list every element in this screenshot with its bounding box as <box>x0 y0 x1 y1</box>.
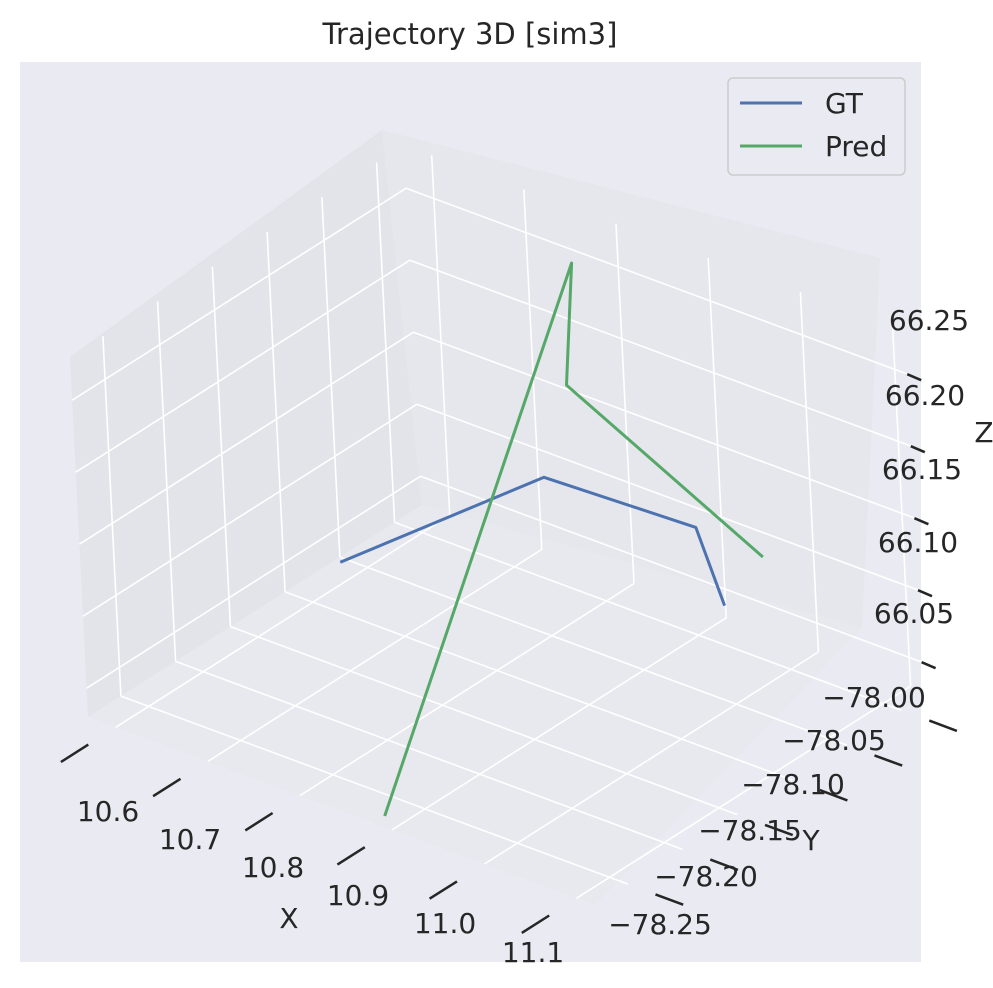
grid-line-z <box>420 475 928 665</box>
grid-line-y <box>102 336 122 697</box>
x-tick-mark <box>152 777 182 798</box>
grid-line-x <box>707 257 727 618</box>
grid-line-z <box>75 259 411 473</box>
z-tick-mark <box>913 517 929 526</box>
z-tick-mark <box>910 445 926 454</box>
grid-line-y <box>284 591 793 781</box>
y-tick-label: −78.15 <box>698 814 802 847</box>
y-tick-mark <box>764 823 794 837</box>
x-tick-mark <box>336 846 366 866</box>
grid-line-y <box>230 625 738 816</box>
grid-line-z <box>71 187 407 401</box>
y-tick-mark <box>874 754 903 767</box>
z-tick-label: 66.15 <box>882 453 962 486</box>
grid-line-z <box>82 403 418 617</box>
y-tick-mark <box>709 858 739 872</box>
grid-line-x <box>523 189 543 550</box>
series-line-gt <box>339 475 727 607</box>
y-tick-mark <box>819 788 848 802</box>
x-tick-mark <box>521 914 550 934</box>
y-tick-label: −78.00 <box>822 681 926 714</box>
x-tick-mark <box>60 743 89 764</box>
grid-line-y <box>375 162 396 523</box>
x-tick-label: 10.8 <box>242 851 304 884</box>
z-tick-label: 66.10 <box>878 526 958 559</box>
grid-line-z <box>416 403 925 593</box>
x-tick-label: 10.6 <box>77 795 139 828</box>
back-left-pane <box>70 130 422 717</box>
grid-line-y <box>321 197 341 558</box>
z-tick-mark <box>917 589 933 598</box>
z-tick-mark <box>921 661 937 670</box>
grid-line-z <box>86 475 422 689</box>
grid-line-x <box>430 155 451 516</box>
y-tick-mark <box>655 893 684 906</box>
z-tick-labels: 66.05 66.10 66.15 66.20 66.25 <box>874 304 969 630</box>
grid-line-y <box>394 521 902 712</box>
tick-marks <box>60 373 958 934</box>
grid-line-y <box>266 231 286 592</box>
grid-line-x <box>891 326 912 687</box>
grid-line-x <box>299 582 635 797</box>
z-tick-label: 66.25 <box>889 304 969 337</box>
grid-line-y <box>339 556 848 746</box>
y-tick-label: −78.25 <box>608 908 712 941</box>
x-tick-label: 10.9 <box>327 879 389 912</box>
y-tick-label: −78.05 <box>782 724 886 757</box>
grid-line-y <box>175 660 683 851</box>
grid-line-x <box>576 685 912 899</box>
legend-label-gt: GT <box>825 87 864 120</box>
grid-line-x <box>391 617 727 831</box>
chart-title: Trajectory 3D [sim3] <box>322 17 618 51</box>
grid-line-y <box>211 266 232 627</box>
y-tick-labels: −78.00 −78.05 −78.10 −78.15 −78.20 −78.2… <box>608 681 926 941</box>
grid-line-x <box>483 651 819 865</box>
z-tick-label: 66.05 <box>874 597 954 630</box>
z-tick-mark <box>906 373 922 382</box>
y-tick-mark <box>928 719 958 733</box>
y-tick-label: −78.20 <box>654 860 758 893</box>
z-tick-label: 66.20 <box>885 379 965 412</box>
grid-line-z <box>413 331 921 521</box>
x-tick-label: 11.0 <box>414 907 476 940</box>
series-line-pred <box>383 261 764 817</box>
y-axis-label: Y <box>801 824 820 857</box>
y-tick-label: −78.10 <box>741 768 845 801</box>
x-tick-mark <box>244 811 274 832</box>
grid-line-z <box>409 259 918 449</box>
floor-pane <box>88 505 862 905</box>
grid-line-z <box>405 187 914 377</box>
grid-line-x <box>207 548 543 763</box>
grid-lines <box>71 155 928 899</box>
grid-line-y <box>156 301 177 662</box>
grid-line-y <box>120 695 629 885</box>
back-right-pane <box>382 130 880 628</box>
x-tick-labels: 10.6 10.7 10.8 10.9 11.0 11.1 <box>77 795 564 969</box>
x-axis-label: X <box>279 902 298 935</box>
grid-line-z <box>78 331 414 545</box>
grid-line-x <box>799 291 820 653</box>
grid-line-x <box>115 514 451 728</box>
x-tick-label: 11.1 <box>502 936 564 969</box>
z-axis-label: Z <box>974 416 993 449</box>
x-tick-mark <box>428 880 458 900</box>
legend-label-pred: Pred <box>825 130 887 163</box>
grid-line-x <box>615 223 635 584</box>
x-tick-label: 10.7 <box>159 823 221 856</box>
legend: GT Pred <box>727 77 906 176</box>
